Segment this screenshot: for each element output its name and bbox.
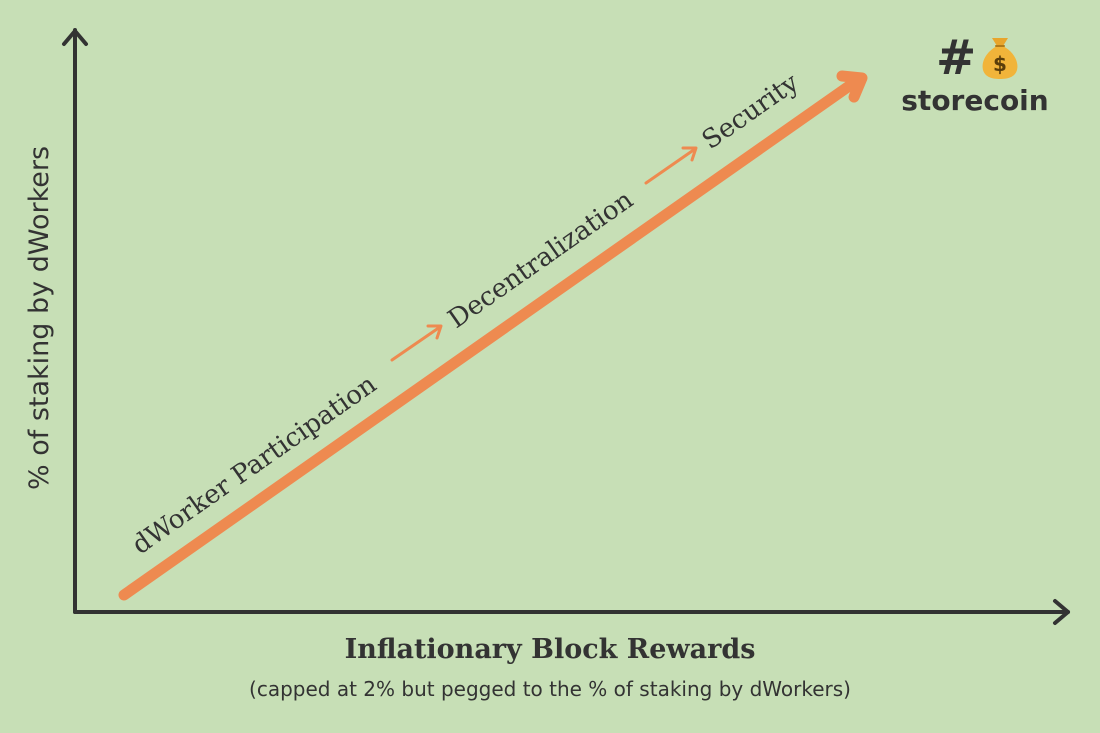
stage-connector-arrow-1 <box>390 324 443 362</box>
x-axis <box>73 599 1070 625</box>
logo-hash-symbol: # <box>936 30 977 86</box>
stage-label-security: Security <box>697 68 805 156</box>
x-axis-title: Inflationary Block Rewards <box>344 634 756 665</box>
trend-arrow <box>118 70 868 601</box>
stage-label-participation: dWorker Participation <box>127 369 383 560</box>
x-axis-arrowhead <box>1053 599 1070 625</box>
stage-connector-arrow-2 <box>644 146 698 185</box>
logo-wordmark: storecoin <box>901 84 1049 117</box>
trend-arrowhead <box>836 70 868 103</box>
storecoin-logo: # $ storecoin <box>900 32 1050 122</box>
svg-text:$: $ <box>993 52 1007 76</box>
y-axis-arrowhead <box>62 29 88 46</box>
y-axis <box>62 28 88 614</box>
money-bag-icon: $ <box>982 38 1018 79</box>
y-axis-label: % of staking by dWorkers <box>24 146 55 490</box>
x-axis-subtitle: (capped at 2% but pegged to the % of sta… <box>249 677 851 701</box>
trend-arrow-shaft <box>118 78 858 601</box>
